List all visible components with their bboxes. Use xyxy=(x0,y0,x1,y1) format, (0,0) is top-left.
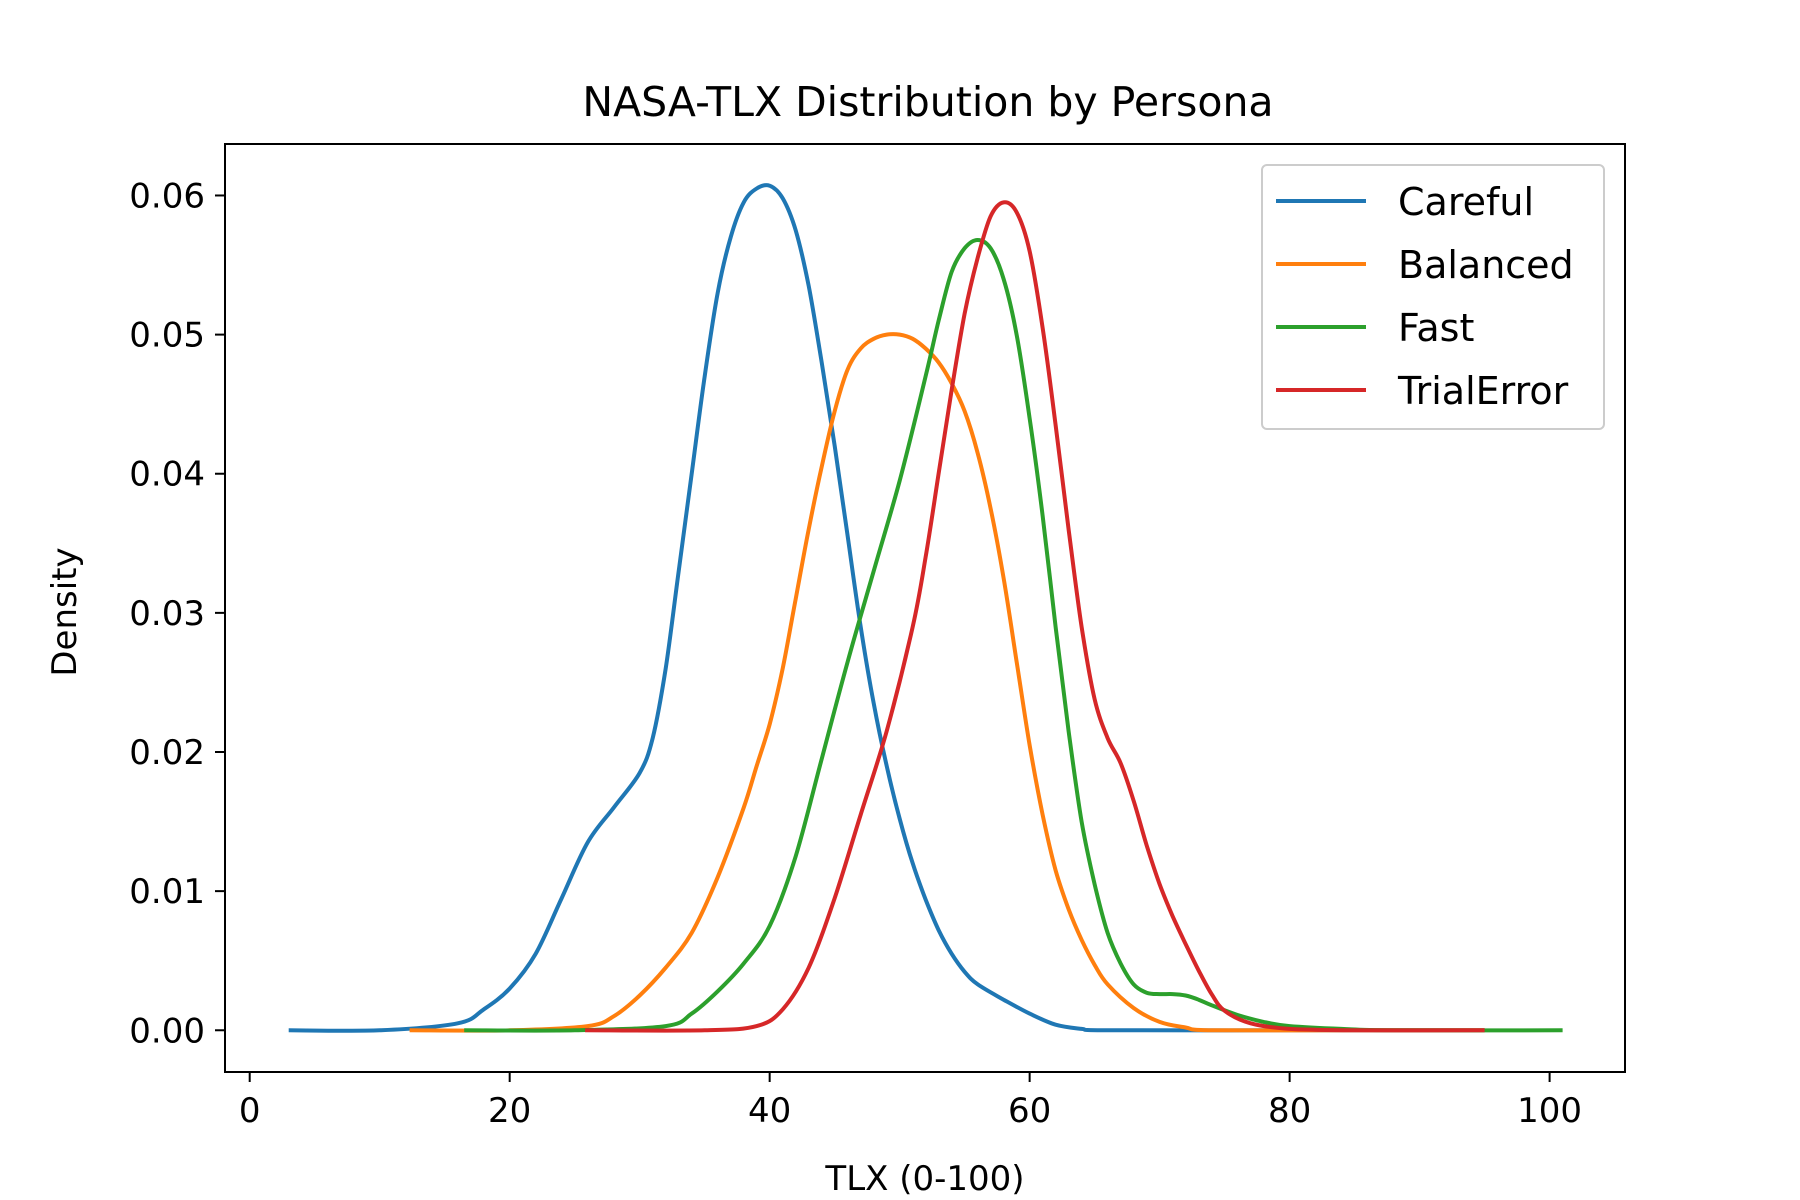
y-tick-label: 0.02 xyxy=(129,733,205,773)
x-tick-label: 20 xyxy=(488,1091,531,1131)
y-tick-label: 0.04 xyxy=(129,455,205,495)
plot-lines xyxy=(288,183,1563,1033)
y-tick-label: 0.01 xyxy=(129,872,205,912)
x-tick-label: 80 xyxy=(1268,1091,1311,1131)
legend-label-careful: Careful xyxy=(1398,180,1534,224)
y-tick-label: 0.00 xyxy=(129,1011,205,1051)
x-tick-label: 60 xyxy=(1008,1091,1051,1131)
series-line-fast xyxy=(464,238,1563,1033)
x-tick-label: 0 xyxy=(239,1091,261,1131)
legend-label-trialerror: TrialError xyxy=(1397,369,1569,413)
series-line-balanced xyxy=(409,332,1485,1033)
y-tick-label: 0.05 xyxy=(129,316,205,356)
legend-label-balanced: Balanced xyxy=(1398,243,1574,287)
legend-box xyxy=(1261,164,1605,430)
x-tick-label: 100 xyxy=(1517,1091,1582,1131)
y-tick-label: 0.06 xyxy=(129,176,205,216)
chart-title: NASA-TLX Distribution by Persona xyxy=(582,78,1273,126)
y-axis-label: Density xyxy=(45,547,85,676)
plot-frame xyxy=(224,143,1626,1073)
legend: Careful Balanced Fast TrialError xyxy=(1261,164,1605,430)
y-tick-label: 0.03 xyxy=(129,594,205,634)
x-axis: 0 20 40 60 80 100 xyxy=(239,1072,1582,1131)
series-line-trialerror xyxy=(585,200,1485,1033)
x-tick-label: 40 xyxy=(748,1091,791,1131)
x-axis-label: TLX (0-100) xyxy=(824,1159,1024,1199)
series-line-careful xyxy=(288,183,1485,1033)
y-axis: 0.00 0.01 0.02 0.03 0.04 0.05 0.06 xyxy=(129,176,225,1051)
legend-label-fast: Fast xyxy=(1398,306,1474,350)
